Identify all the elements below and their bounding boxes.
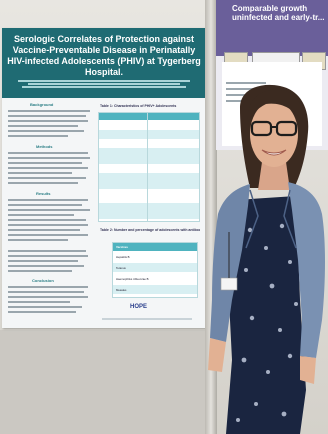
text-line xyxy=(8,167,88,169)
text-line xyxy=(8,162,82,164)
table-row xyxy=(99,173,199,189)
text-line xyxy=(8,209,90,211)
left-hand xyxy=(208,338,226,372)
text-line xyxy=(8,130,84,132)
text-line xyxy=(226,88,262,90)
text-line xyxy=(8,219,86,221)
poster-authors xyxy=(8,79,200,89)
jacket-lapel xyxy=(245,189,259,249)
text-line xyxy=(8,110,90,112)
research-poster: Serologic Correlates of Protection again… xyxy=(2,28,206,328)
text-line xyxy=(8,120,88,122)
characteristics-table xyxy=(98,112,200,222)
hope-logo: HOPE xyxy=(130,304,148,310)
text-line xyxy=(8,125,78,127)
floor xyxy=(0,330,210,434)
table-divider xyxy=(147,113,148,221)
section-methods-heading: Methods xyxy=(36,144,53,149)
table-row: Haemophilus influenzae B xyxy=(113,274,197,283)
antibody-table: Vaccines Hepatitis B Tetanus Haemophilus… xyxy=(112,242,198,298)
text-line xyxy=(226,100,256,102)
poster-header: Serologic Correlates of Protection again… xyxy=(2,28,206,98)
text-line xyxy=(8,157,90,159)
right-hand xyxy=(300,356,316,384)
denim-jacket-left xyxy=(210,184,250,342)
table1-title: Table 1: Characteristics of PHIV+ Adoles… xyxy=(100,104,177,108)
table-row: Tetanus xyxy=(113,263,197,272)
glasses-icon xyxy=(250,120,298,137)
table-row xyxy=(99,148,199,164)
table-row xyxy=(99,130,199,139)
smile xyxy=(261,149,287,156)
text-line xyxy=(8,214,74,216)
text-line xyxy=(8,286,88,288)
text-line xyxy=(8,250,86,252)
text-line xyxy=(8,115,86,117)
text-line xyxy=(8,255,88,257)
text-line xyxy=(8,199,88,201)
text-line xyxy=(8,234,88,236)
adjacent-poster-title: Comparable growth uninfected and early-t… xyxy=(232,4,325,22)
dress-pattern xyxy=(236,223,298,422)
denim-jacket-right xyxy=(288,182,325,358)
neck xyxy=(258,162,290,190)
table-header xyxy=(99,113,199,120)
table-row: Measles xyxy=(113,285,197,294)
section-conclusion-heading: Conclusion xyxy=(32,278,54,283)
text-line xyxy=(8,270,72,272)
floral-dress xyxy=(226,196,306,434)
table-row xyxy=(99,203,199,219)
table-header: Vaccines xyxy=(113,243,197,251)
text-line xyxy=(8,152,88,154)
text-line xyxy=(8,301,70,303)
text-line xyxy=(8,229,80,231)
text-line xyxy=(8,265,84,267)
text-line xyxy=(8,311,76,313)
text-line xyxy=(8,135,68,137)
section-results-heading: Results xyxy=(36,191,51,196)
table-row: Hepatitis B xyxy=(113,252,197,261)
text-line xyxy=(8,224,88,226)
table2-title: Table 2: Number and percentage of adoles… xyxy=(100,228,200,232)
hair-fringe xyxy=(247,89,303,122)
adjacent-poster-header: Comparable growth uninfected and early-t… xyxy=(216,0,328,56)
text-line xyxy=(8,306,82,308)
table2-row-label: Tetanus xyxy=(116,266,126,270)
text-line xyxy=(8,291,84,293)
name-badge xyxy=(220,277,238,291)
table2-row-label: Measles xyxy=(116,288,127,292)
section-background-heading: Background xyxy=(30,102,54,107)
poster-title: Serologic Correlates of Protection again… xyxy=(7,34,201,77)
text-line xyxy=(8,182,78,184)
table2-row-label: Haemophilus influenzae B xyxy=(116,277,149,281)
table2-row-label: Hepatitis B xyxy=(116,255,130,259)
jacket-lapel xyxy=(283,189,297,249)
text-line xyxy=(8,260,78,262)
text-line xyxy=(8,177,86,179)
text-line xyxy=(8,296,88,298)
text-line xyxy=(8,172,72,174)
table2-header-label: Vaccines xyxy=(116,245,128,249)
text-line xyxy=(226,82,266,84)
text-line xyxy=(102,318,192,320)
text-line xyxy=(8,204,82,206)
text-line xyxy=(8,239,68,241)
